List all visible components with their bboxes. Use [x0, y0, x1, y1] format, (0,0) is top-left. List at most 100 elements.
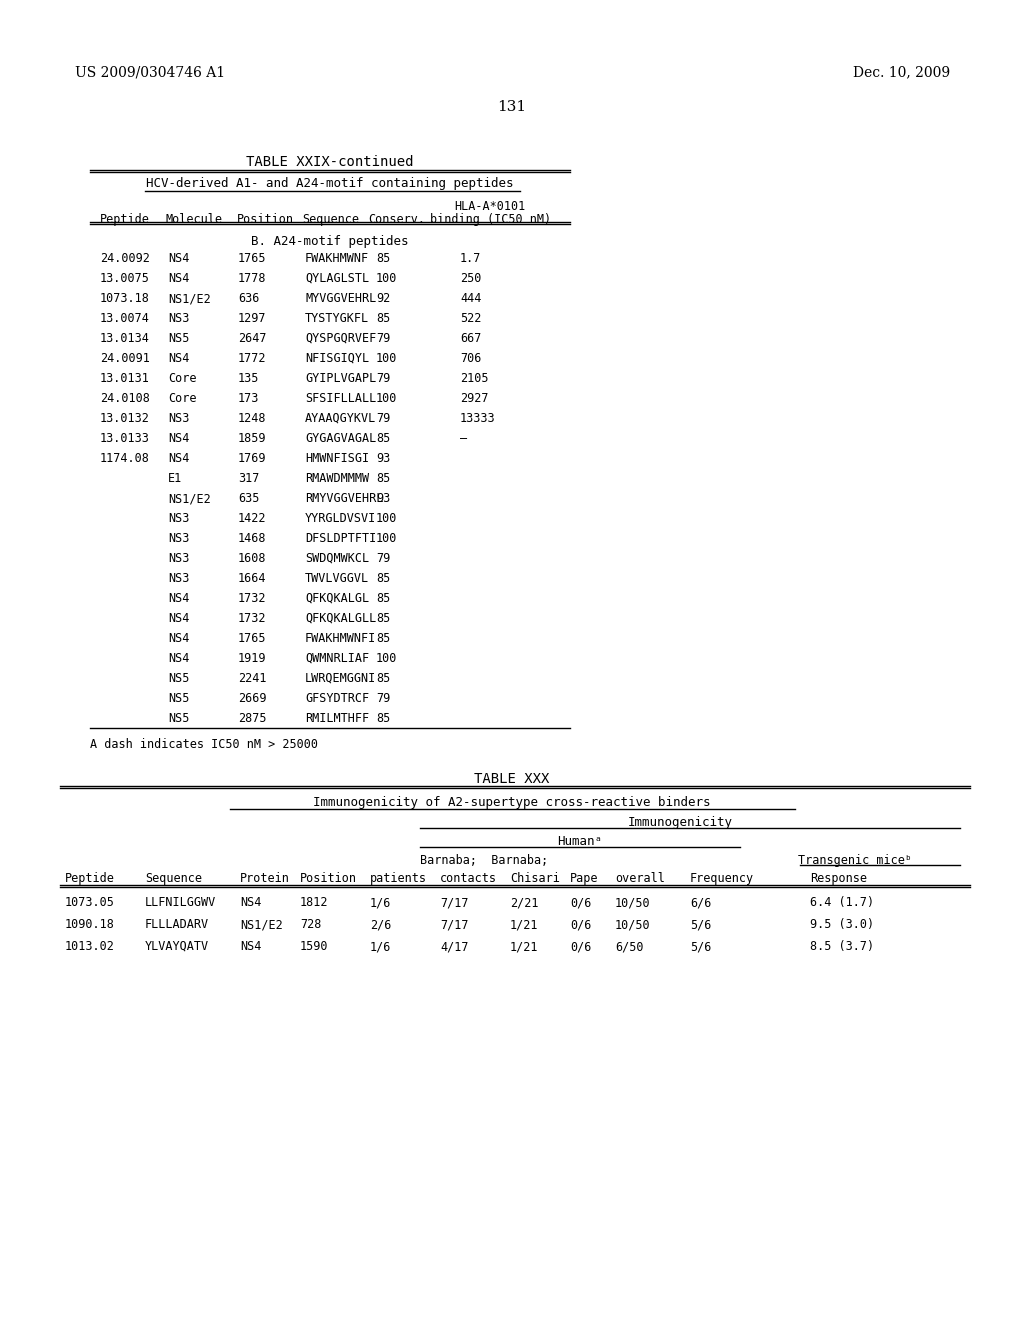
- Text: QYSPGQRVEF: QYSPGQRVEF: [305, 333, 376, 345]
- Text: 100: 100: [376, 512, 397, 525]
- Text: 93: 93: [376, 451, 390, 465]
- Text: 85: 85: [376, 632, 390, 645]
- Text: GFSYDTRCF: GFSYDTRCF: [305, 692, 369, 705]
- Text: 1174.08: 1174.08: [100, 451, 150, 465]
- Text: Chisari: Chisari: [510, 873, 560, 884]
- Text: QFKQKALGLL: QFKQKALGLL: [305, 612, 376, 624]
- Text: NS3: NS3: [168, 512, 189, 525]
- Text: 100: 100: [376, 352, 397, 366]
- Text: 2241: 2241: [238, 672, 266, 685]
- Text: 7/17: 7/17: [440, 896, 469, 909]
- Text: 6.4 (1.7): 6.4 (1.7): [810, 896, 874, 909]
- Text: HLA-A*0101: HLA-A*0101: [455, 201, 525, 213]
- Text: NS3: NS3: [168, 532, 189, 545]
- Text: 13.0131: 13.0131: [100, 372, 150, 385]
- Text: NS5: NS5: [168, 692, 189, 705]
- Text: 1919: 1919: [238, 652, 266, 665]
- Text: Core: Core: [168, 392, 197, 405]
- Text: 93: 93: [376, 492, 390, 506]
- Text: 1765: 1765: [238, 252, 266, 265]
- Text: YYRGLDVSVI: YYRGLDVSVI: [305, 512, 376, 525]
- Text: NS4: NS4: [168, 272, 189, 285]
- Text: NS1/E2: NS1/E2: [168, 492, 211, 506]
- Text: 13.0134: 13.0134: [100, 333, 150, 345]
- Text: Conserv.: Conserv.: [368, 213, 425, 226]
- Text: 9.5 (3.0): 9.5 (3.0): [810, 917, 874, 931]
- Text: US 2009/0304746 A1: US 2009/0304746 A1: [75, 65, 225, 79]
- Text: NS4: NS4: [168, 252, 189, 265]
- Text: Response: Response: [810, 873, 867, 884]
- Text: 1732: 1732: [238, 612, 266, 624]
- Text: 100: 100: [376, 272, 397, 285]
- Text: 2669: 2669: [238, 692, 266, 705]
- Text: E1: E1: [168, 473, 182, 484]
- Text: binding (IC50 nM): binding (IC50 nM): [430, 213, 551, 226]
- Text: 0/6: 0/6: [570, 896, 592, 909]
- Text: Pape: Pape: [570, 873, 598, 884]
- Text: RMAWDMMMW: RMAWDMMMW: [305, 473, 369, 484]
- Text: 6/50: 6/50: [615, 940, 643, 953]
- Text: Immunogenicity of A2-supertype cross-reactive binders: Immunogenicity of A2-supertype cross-rea…: [313, 796, 711, 809]
- Text: contacts: contacts: [440, 873, 497, 884]
- Text: 1769: 1769: [238, 451, 266, 465]
- Text: 85: 85: [376, 312, 390, 325]
- Text: 135: 135: [238, 372, 259, 385]
- Text: Peptide: Peptide: [65, 873, 115, 884]
- Text: 10/50: 10/50: [615, 896, 650, 909]
- Text: 2/6: 2/6: [370, 917, 391, 931]
- Text: 1/21: 1/21: [510, 917, 539, 931]
- Text: NS3: NS3: [168, 312, 189, 325]
- Text: Sequence: Sequence: [145, 873, 202, 884]
- Text: 2105: 2105: [460, 372, 488, 385]
- Text: 728: 728: [300, 917, 322, 931]
- Text: 85: 85: [376, 432, 390, 445]
- Text: A dash indicates IC50 nM > 25000: A dash indicates IC50 nM > 25000: [90, 738, 318, 751]
- Text: 1765: 1765: [238, 632, 266, 645]
- Text: 4/17: 4/17: [440, 940, 469, 953]
- Text: NS1/E2: NS1/E2: [168, 292, 211, 305]
- Text: NS5: NS5: [168, 672, 189, 685]
- Text: 79: 79: [376, 333, 390, 345]
- Text: B. A24-motif peptides: B. A24-motif peptides: [251, 235, 409, 248]
- Text: 85: 85: [376, 591, 390, 605]
- Text: 79: 79: [376, 412, 390, 425]
- Text: NS4: NS4: [168, 632, 189, 645]
- Text: 317: 317: [238, 473, 259, 484]
- Text: Position: Position: [237, 213, 294, 226]
- Text: NS4: NS4: [240, 896, 261, 909]
- Text: TABLE XXIX-continued: TABLE XXIX-continued: [246, 154, 414, 169]
- Text: 79: 79: [376, 692, 390, 705]
- Text: Molecule: Molecule: [165, 213, 222, 226]
- Text: 10/50: 10/50: [615, 917, 650, 931]
- Text: FLLLADARV: FLLLADARV: [145, 917, 209, 931]
- Text: QWMNRLIAF: QWMNRLIAF: [305, 652, 369, 665]
- Text: 1778: 1778: [238, 272, 266, 285]
- Text: 13.0075: 13.0075: [100, 272, 150, 285]
- Text: 1297: 1297: [238, 312, 266, 325]
- Text: NS4: NS4: [168, 352, 189, 366]
- Text: patients: patients: [370, 873, 427, 884]
- Text: 13.0074: 13.0074: [100, 312, 150, 325]
- Text: 100: 100: [376, 392, 397, 405]
- Text: 131: 131: [498, 100, 526, 114]
- Text: Peptide: Peptide: [100, 213, 150, 226]
- Text: SFSIFLLALL: SFSIFLLALL: [305, 392, 376, 405]
- Text: 85: 85: [376, 612, 390, 624]
- Text: Humanᵃ: Humanᵃ: [557, 836, 602, 847]
- Text: 100: 100: [376, 532, 397, 545]
- Text: 1/21: 1/21: [510, 940, 539, 953]
- Text: 5/6: 5/6: [690, 917, 712, 931]
- Text: Protein: Protein: [240, 873, 290, 884]
- Text: 706: 706: [460, 352, 481, 366]
- Text: 85: 85: [376, 672, 390, 685]
- Text: NFISGIQYL: NFISGIQYL: [305, 352, 369, 366]
- Text: TWVLVGGVL: TWVLVGGVL: [305, 572, 369, 585]
- Text: 1772: 1772: [238, 352, 266, 366]
- Text: 1013.02: 1013.02: [65, 940, 115, 953]
- Text: 1812: 1812: [300, 896, 329, 909]
- Text: 85: 85: [376, 572, 390, 585]
- Text: 13333: 13333: [460, 412, 496, 425]
- Text: 635: 635: [238, 492, 259, 506]
- Text: 5/6: 5/6: [690, 940, 712, 953]
- Text: 444: 444: [460, 292, 481, 305]
